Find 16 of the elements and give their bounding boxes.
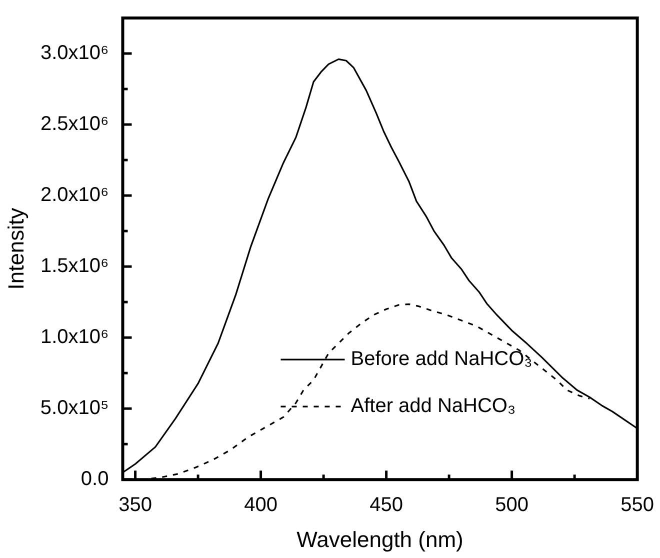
x-tick-label: 350 [118, 494, 152, 516]
legend-label: After add NaHCO₃ [350, 395, 516, 418]
y-tick-label: 1.0x10⁶ [40, 326, 109, 348]
y-tick-label: 2.5x10⁶ [40, 113, 109, 136]
x-tick-label: 550 [620, 494, 654, 516]
x-tick-label: 450 [370, 494, 403, 516]
y-tick-label: 2.0x10⁶ [40, 184, 109, 206]
y-tick-label: 0.0 [80, 468, 109, 490]
y-tick-label: 5.0x10⁵ [40, 397, 109, 420]
y-tick-label: 1.5x10⁶ [40, 255, 109, 278]
x-tick-label: 400 [244, 494, 278, 516]
x-axis-title: Wavelength (nm) [296, 526, 464, 552]
legend-label: Before add NaHCO₃ [350, 348, 532, 370]
y-tick-label: 3.0x10⁶ [40, 42, 109, 64]
x-tick-label: 500 [495, 494, 528, 516]
y-axis-title: Intensity [3, 208, 28, 290]
